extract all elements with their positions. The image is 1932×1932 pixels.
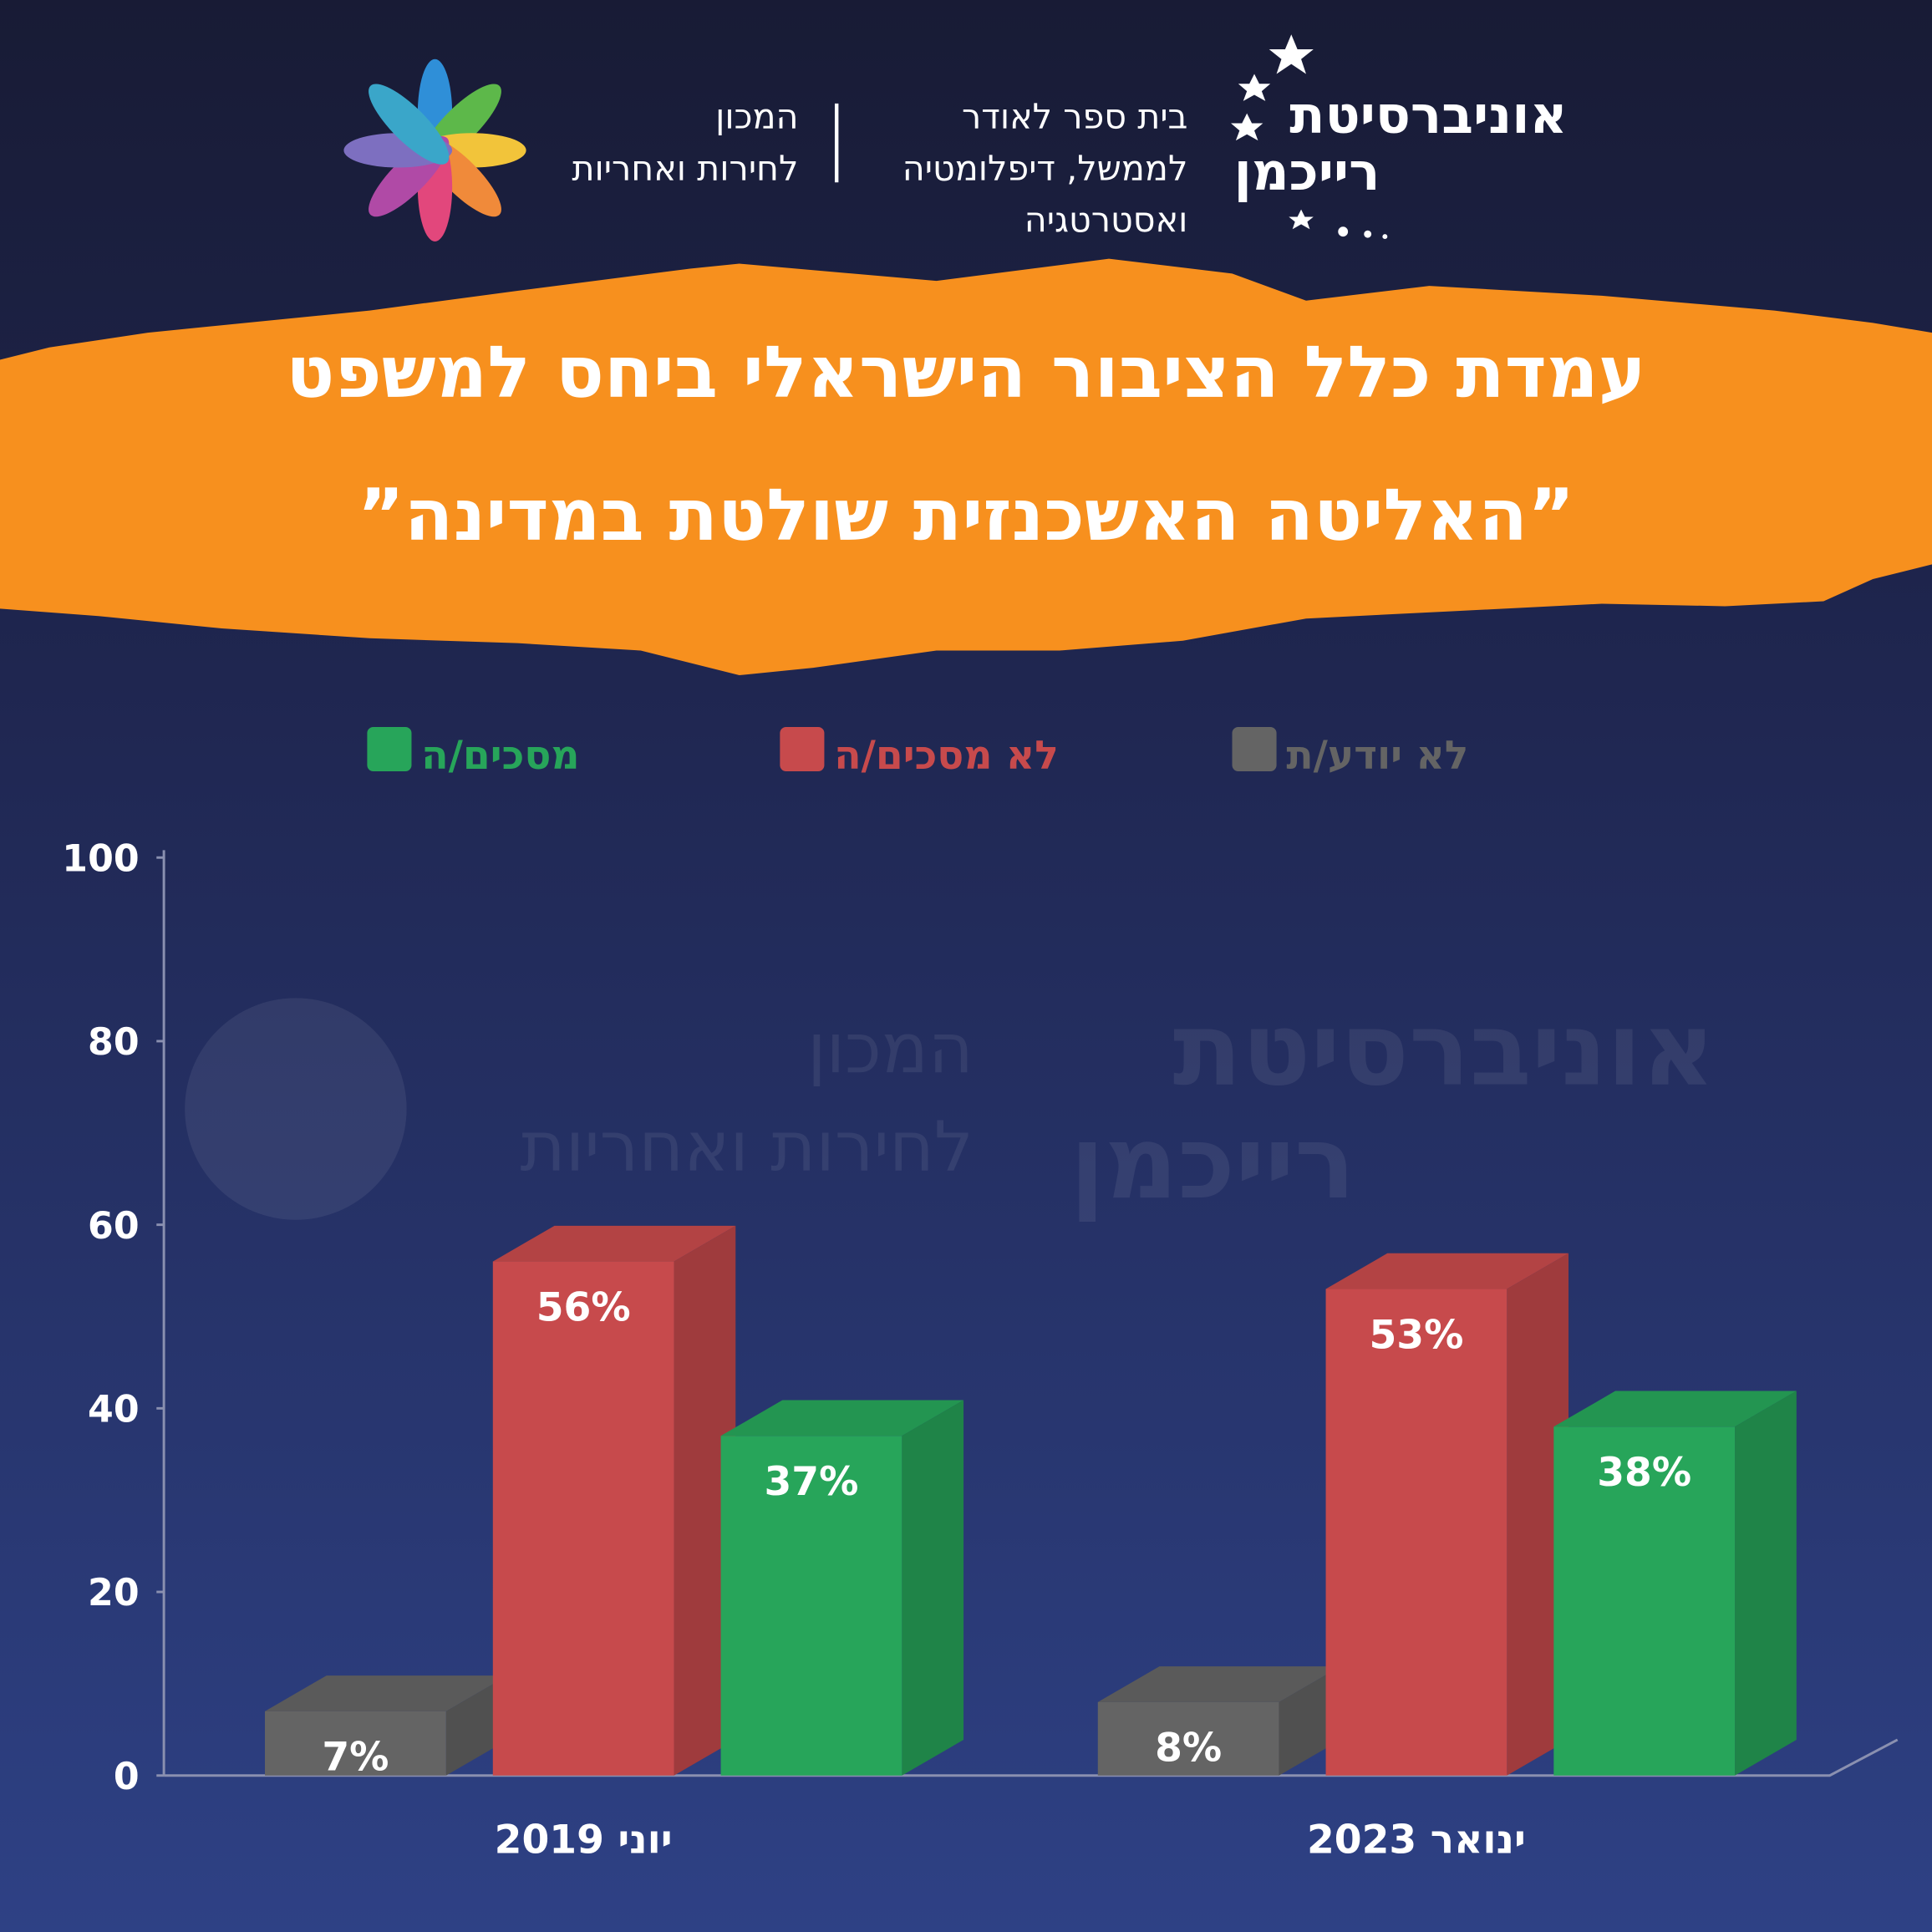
y-tick-label: 80 <box>88 1021 140 1064</box>
value-label: 53% <box>1369 1312 1463 1358</box>
bar <box>492 1261 674 1776</box>
flower-logo <box>343 58 526 242</box>
chart-title: עמדת כלל הציבור הישראלי ביחס למשפט <box>286 332 1645 414</box>
institute-line: המכון <box>715 96 798 136</box>
bar-side <box>674 1225 736 1776</box>
y-tick-label: 40 <box>88 1389 140 1431</box>
legend-swatch <box>1232 726 1277 772</box>
legend-swatch <box>780 726 825 772</box>
y-tick-label: 100 <box>62 837 139 880</box>
legend-label: לא מסכים/ה <box>834 733 1059 779</box>
stars <box>1231 34 1388 240</box>
bar-side <box>902 1400 964 1776</box>
bar-top <box>492 1225 736 1262</box>
title-band <box>0 258 1932 676</box>
bar-top <box>1325 1253 1569 1289</box>
watermark-text: רייכמן <box>1070 1104 1355 1222</box>
value-label: 8% <box>1155 1726 1222 1772</box>
bar <box>265 1711 446 1776</box>
bar <box>1325 1289 1507 1776</box>
value-label: 56% <box>536 1284 631 1330</box>
bar-side <box>1279 1666 1341 1776</box>
bar-top <box>1097 1666 1341 1702</box>
watermark-text: המכון <box>807 1009 974 1089</box>
value-label: 37% <box>764 1459 858 1505</box>
bar-top <box>265 1675 508 1711</box>
watermark-text: אוניברסיטת <box>1173 991 1716 1109</box>
x-tick-label: ינואר 2023 <box>1307 1818 1526 1863</box>
x-tick-label: יוני 2019 <box>495 1818 673 1863</box>
bar-top <box>720 1400 964 1436</box>
x-axis <box>164 1738 1899 1777</box>
bar <box>1097 1701 1279 1776</box>
school-line: לממשל, דיפלומטיה <box>902 148 1188 188</box>
bar <box>720 1436 902 1776</box>
bar-side <box>1507 1253 1569 1776</box>
legend-label: לא יודע/ת <box>1286 733 1468 779</box>
legend-label: מסכים/ה <box>421 733 579 779</box>
y-tick-label: 0 <box>114 1756 140 1798</box>
legend-swatch <box>367 726 412 772</box>
y-tick-label: 20 <box>88 1572 140 1614</box>
watermark: המכון לחירות ואחריות אוניברסיטת רייכמן <box>185 991 1716 1222</box>
bar-side <box>1735 1391 1797 1776</box>
value-label: 7% <box>322 1735 389 1781</box>
bar <box>1553 1426 1736 1776</box>
bar-side <box>445 1675 508 1776</box>
university-line: רייכמן <box>1234 142 1380 202</box>
school-line: ואסטרטגיה <box>1024 200 1188 240</box>
bar-top <box>1553 1391 1797 1427</box>
school-line: בית ספר לאודר <box>962 96 1187 136</box>
chart-title: ”האליטה האשכנזית שולטת במדינה” <box>358 475 1575 557</box>
value-label: 38% <box>1597 1450 1691 1496</box>
y-tick-label: 60 <box>88 1205 140 1248</box>
institute-line: לחירות ואחריות <box>572 148 798 188</box>
university-line: אוניברסיטת <box>1289 85 1567 145</box>
watermark-text: לחירות ואחריות <box>520 1107 973 1187</box>
